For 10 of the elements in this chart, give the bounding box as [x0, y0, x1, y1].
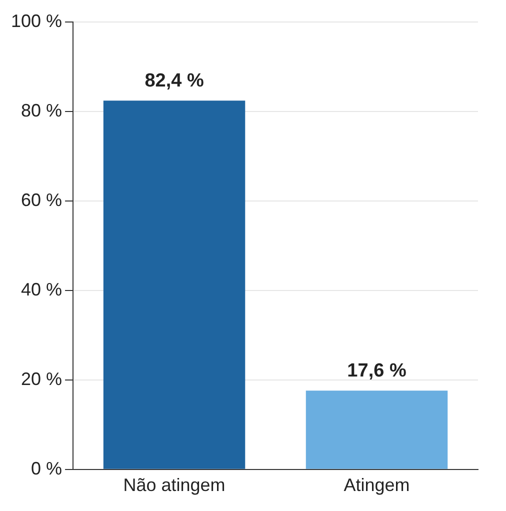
y-tick-label: 40 % [21, 279, 62, 300]
y-tick-label: 0 % [31, 458, 62, 478]
y-tick-label: 60 % [21, 190, 62, 210]
y-tick-label: 80 % [21, 100, 62, 120]
data-label: 82,4 % [144, 70, 204, 92]
x-tick-label: Não atingem [123, 475, 226, 496]
x-tick-label: Atingem [344, 475, 410, 496]
y-tick-label: 20 % [21, 368, 62, 389]
y-tick-label: 100 % [10, 10, 62, 31]
data-label: 17,6 % [347, 360, 406, 382]
